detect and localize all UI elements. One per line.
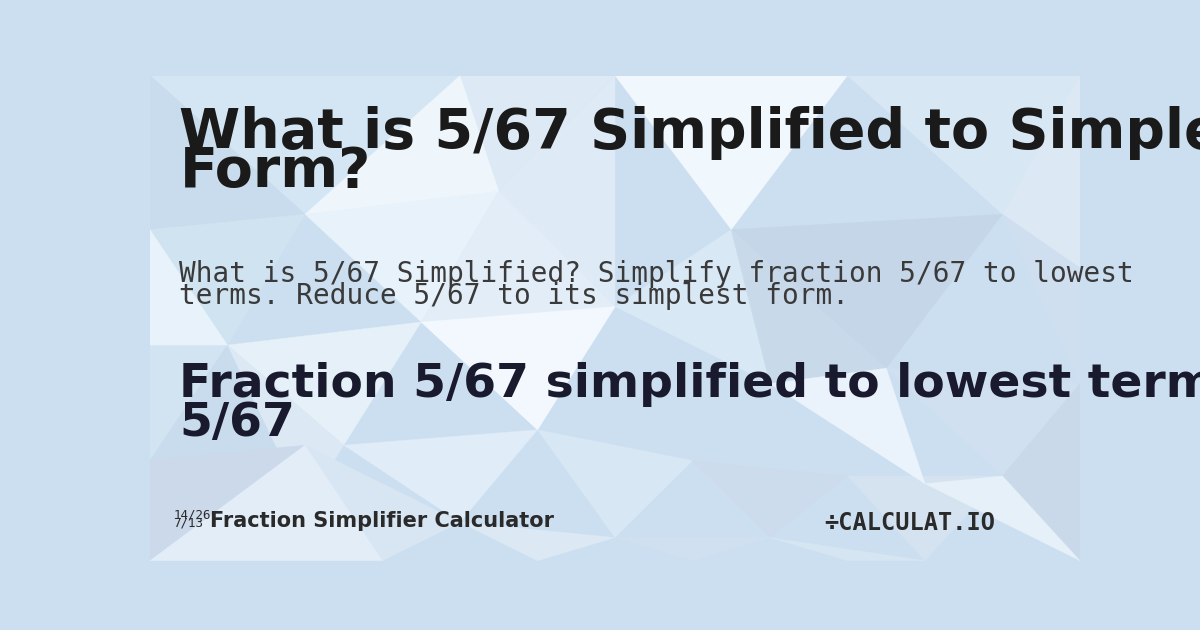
Polygon shape	[616, 537, 770, 561]
Text: terms. Reduce 5/67 to its simplest form.: terms. Reduce 5/67 to its simplest form.	[180, 282, 850, 310]
Polygon shape	[228, 322, 421, 445]
Polygon shape	[421, 307, 616, 430]
Polygon shape	[692, 461, 847, 537]
Polygon shape	[150, 214, 305, 345]
Text: 7/13: 7/13	[173, 517, 203, 530]
Polygon shape	[499, 76, 616, 307]
Text: Fraction 5/67 simplified to lowest terms is: Fraction 5/67 simplified to lowest terms…	[180, 362, 1200, 407]
Polygon shape	[616, 76, 847, 229]
Polygon shape	[1002, 76, 1080, 268]
Polygon shape	[847, 76, 1080, 214]
Text: ÷CALCULAT.IO: ÷CALCULAT.IO	[824, 511, 995, 535]
Text: What is 5/67 Simplified to Simplest: What is 5/67 Simplified to Simplest	[180, 106, 1200, 161]
Text: Form?: Form?	[180, 145, 371, 199]
Text: 5/67: 5/67	[180, 401, 295, 445]
Polygon shape	[847, 476, 1002, 561]
Polygon shape	[731, 229, 887, 384]
Text: What is 5/67 Simplified? Simplify fraction 5/67 to lowest: What is 5/67 Simplified? Simplify fracti…	[180, 260, 1134, 289]
Polygon shape	[150, 229, 228, 345]
Polygon shape	[421, 307, 616, 430]
Polygon shape	[1002, 214, 1080, 384]
Polygon shape	[770, 537, 925, 561]
Polygon shape	[305, 445, 460, 561]
Text: 14/26: 14/26	[173, 508, 211, 522]
Polygon shape	[460, 522, 616, 561]
Polygon shape	[770, 368, 925, 484]
Text: Fraction Simplifier Calculator: Fraction Simplifier Calculator	[210, 511, 554, 530]
Polygon shape	[228, 345, 343, 507]
Polygon shape	[343, 430, 538, 522]
Polygon shape	[731, 214, 1002, 368]
Polygon shape	[925, 476, 1080, 561]
Polygon shape	[305, 76, 499, 214]
Polygon shape	[616, 76, 847, 229]
Polygon shape	[150, 345, 305, 461]
Polygon shape	[1002, 384, 1080, 561]
Polygon shape	[460, 76, 616, 191]
Polygon shape	[150, 445, 383, 561]
Polygon shape	[150, 76, 305, 229]
Polygon shape	[421, 191, 616, 322]
Polygon shape	[150, 76, 460, 214]
Polygon shape	[538, 430, 692, 537]
Polygon shape	[305, 191, 499, 322]
Polygon shape	[616, 229, 770, 384]
Polygon shape	[887, 368, 1080, 476]
Polygon shape	[150, 345, 228, 461]
Polygon shape	[150, 445, 305, 561]
